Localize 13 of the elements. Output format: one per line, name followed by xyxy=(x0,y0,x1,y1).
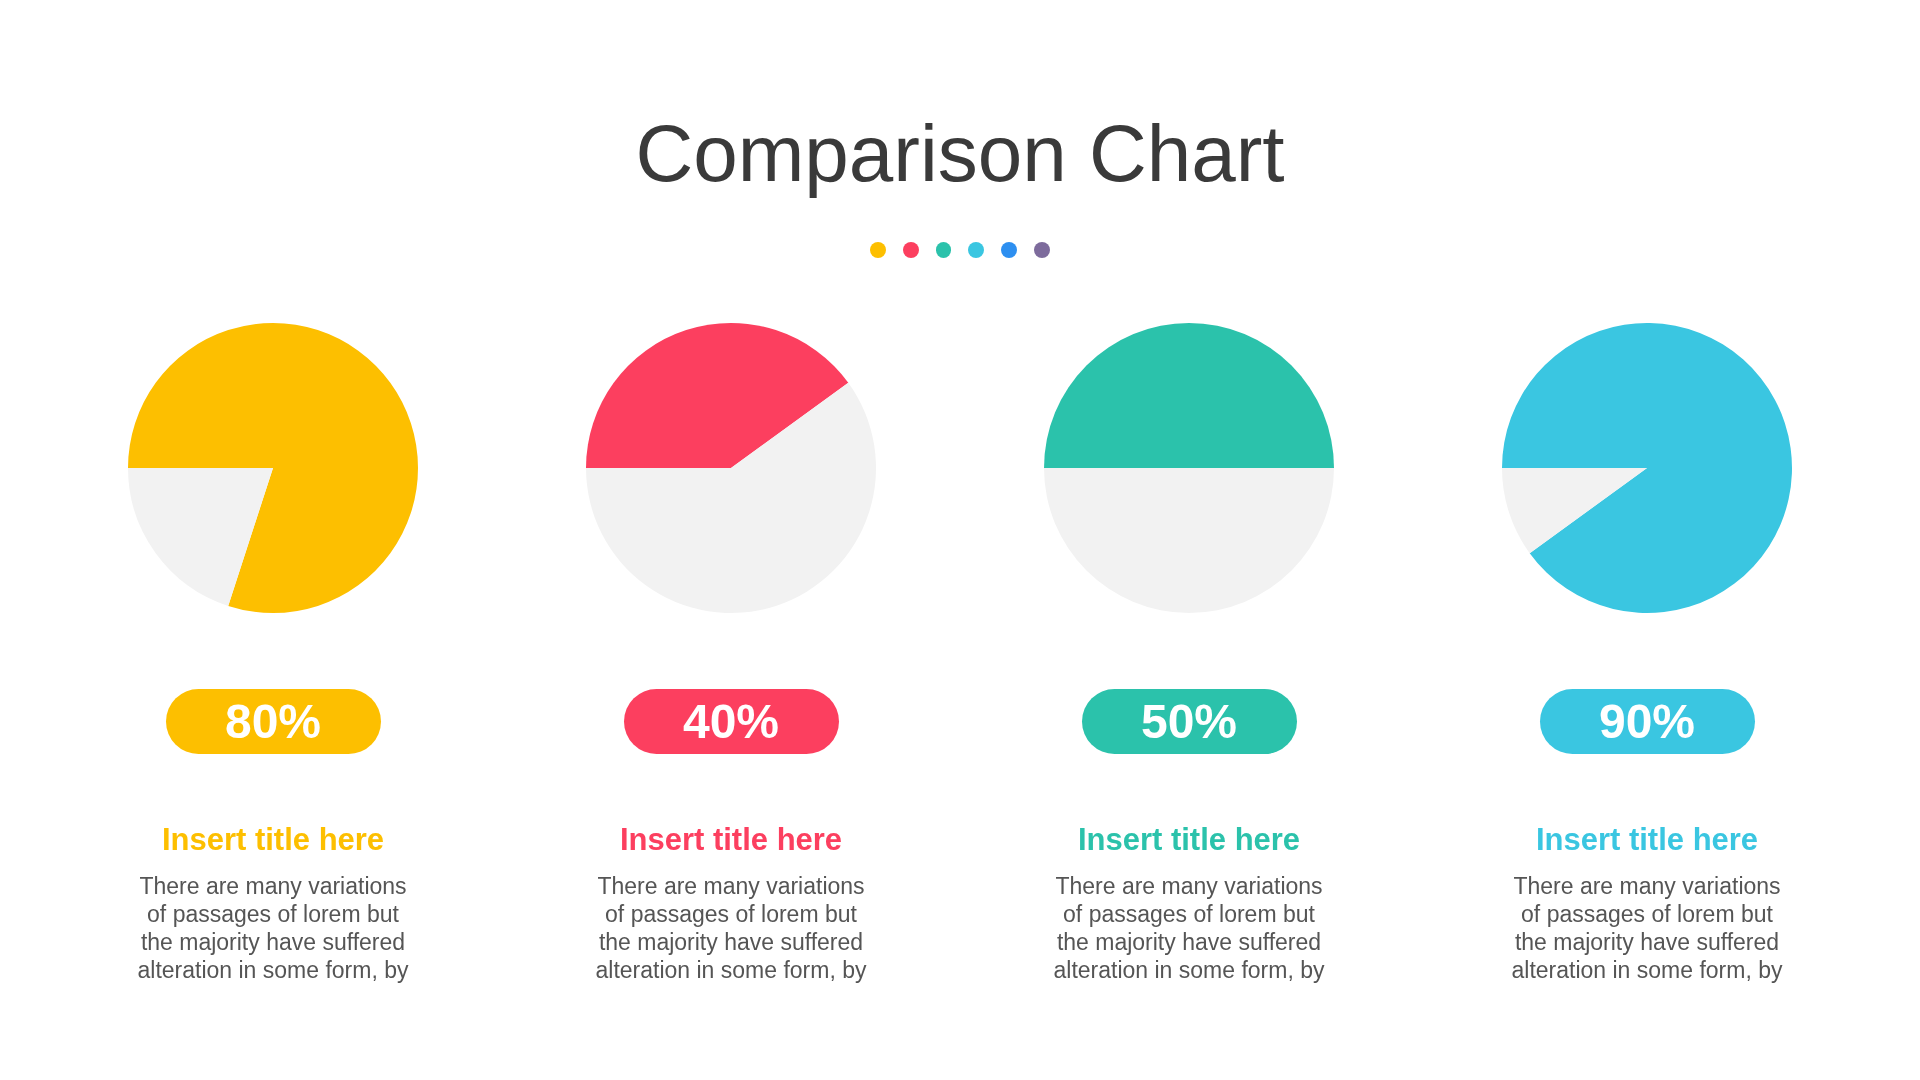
text: 90% xyxy=(1539,689,1755,754)
text: Comparison Chart xyxy=(635,109,1285,198)
text: Insert title here xyxy=(161,822,385,858)
text: Insert title here xyxy=(619,822,843,858)
text: Insert title here xyxy=(1077,822,1301,858)
text: 50% xyxy=(1081,689,1297,754)
text: There are many variations of passages of lorem but the majority have suffered alteration in some form, by xyxy=(136,872,410,984)
text: Insert title here xyxy=(1535,822,1759,858)
text: There are many variations of passages of lorem but the majority have suffered alteration in some form, by xyxy=(1052,872,1326,984)
text: 80% xyxy=(165,689,381,754)
text: There are many variations of passages of lorem but the majority have suffered alteration in some form, by xyxy=(594,872,868,984)
text: There are many variations of passages of lorem but the majority have suffered alteration in some form, by xyxy=(1510,872,1784,984)
text: 40% xyxy=(623,689,839,754)
